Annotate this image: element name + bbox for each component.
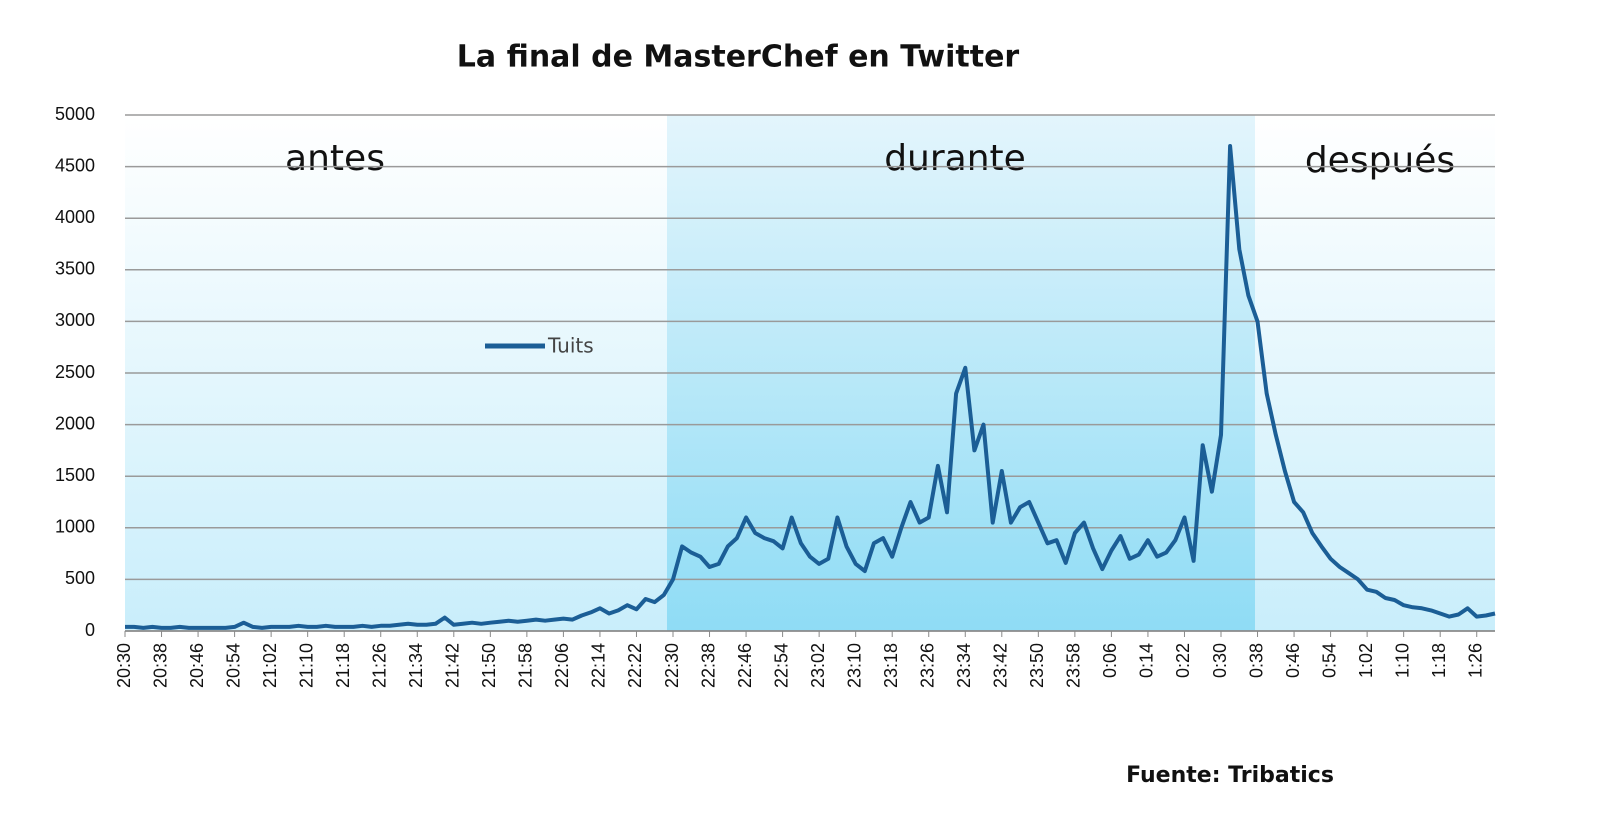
x-tick-label: 0:30 [1210, 643, 1230, 678]
x-tick-label: 21:10 [296, 643, 316, 688]
x-tick-label: 22:22 [625, 643, 645, 688]
x-tick-label: 22:06 [552, 643, 572, 688]
x-tick-label: 21:42 [443, 643, 463, 688]
x-tick-label: 22:14 [589, 643, 609, 688]
y-tick-label: 2500 [55, 362, 95, 382]
y-tick-label: 0 [85, 620, 95, 640]
y-tick-label: 1500 [55, 465, 95, 485]
x-tick-label: 22:30 [662, 643, 682, 688]
x-tick-label: 21:26 [369, 643, 389, 688]
y-tick-label: 3000 [55, 310, 95, 330]
x-tick-label: 22:46 [735, 643, 755, 688]
x-tick-label: 23:58 [1064, 643, 1084, 688]
x-tick-label: 1:26 [1465, 643, 1485, 678]
y-tick-label: 2000 [55, 413, 95, 433]
annotation: después [1305, 140, 1455, 181]
x-tick-label: 20:38 [150, 643, 170, 688]
x-tick-label: 1:18 [1429, 643, 1449, 678]
x-tick-label: 20:30 [114, 643, 134, 688]
x-tick-label: 23:02 [808, 643, 828, 688]
y-tick-label: 1000 [55, 517, 95, 537]
x-tick-label: 0:46 [1283, 643, 1303, 678]
x-tick-label: 23:34 [954, 643, 974, 688]
y-tick-label: 4000 [55, 207, 95, 227]
x-tick-label: 23:26 [917, 643, 937, 688]
x-tick-label: 23:42 [991, 643, 1011, 688]
x-tick-label: 0:54 [1319, 643, 1339, 678]
y-tick-label: 500 [65, 568, 95, 588]
x-tick-label: 23:10 [844, 643, 864, 688]
x-tick-label: 20:54 [223, 643, 243, 688]
series-line [125, 144, 1496, 630]
x-tick-label: 0:06 [1100, 643, 1120, 678]
x-tick-label: 1:10 [1392, 643, 1412, 678]
y-tick-label: 5000 [55, 104, 95, 124]
x-tick-label: 23:50 [1027, 643, 1047, 688]
x-tick-label: 0:14 [1137, 643, 1157, 678]
x-tick-label: 20:46 [187, 643, 207, 688]
x-tick-label: 21:18 [333, 643, 353, 688]
x-tick-label: 0:38 [1246, 643, 1266, 678]
x-tick-label: 1:02 [1356, 643, 1376, 678]
chart-title: La final de MasterChef en Twitter [457, 40, 1020, 75]
y-tick-label: 4500 [55, 155, 95, 175]
source: Fuente: Tribatics [1126, 763, 1334, 788]
y-tick-label: 3500 [55, 259, 95, 279]
x-tick-label: 21:02 [260, 643, 280, 688]
legend-label: Tuits [547, 334, 594, 358]
x-tick-label: 21:34 [406, 643, 426, 688]
x-tick-label: 21:58 [516, 643, 536, 688]
annotation: durante [884, 138, 1026, 179]
legend: Tuits [485, 334, 594, 358]
x-tick-label: 23:18 [881, 643, 901, 688]
x-tick-label: 22:38 [698, 643, 718, 688]
x-tick-label: 21:50 [479, 643, 499, 688]
x-tick-label: 22:54 [771, 643, 791, 688]
x-tick-label: 0:22 [1173, 643, 1193, 678]
annotation: antes [285, 138, 385, 179]
